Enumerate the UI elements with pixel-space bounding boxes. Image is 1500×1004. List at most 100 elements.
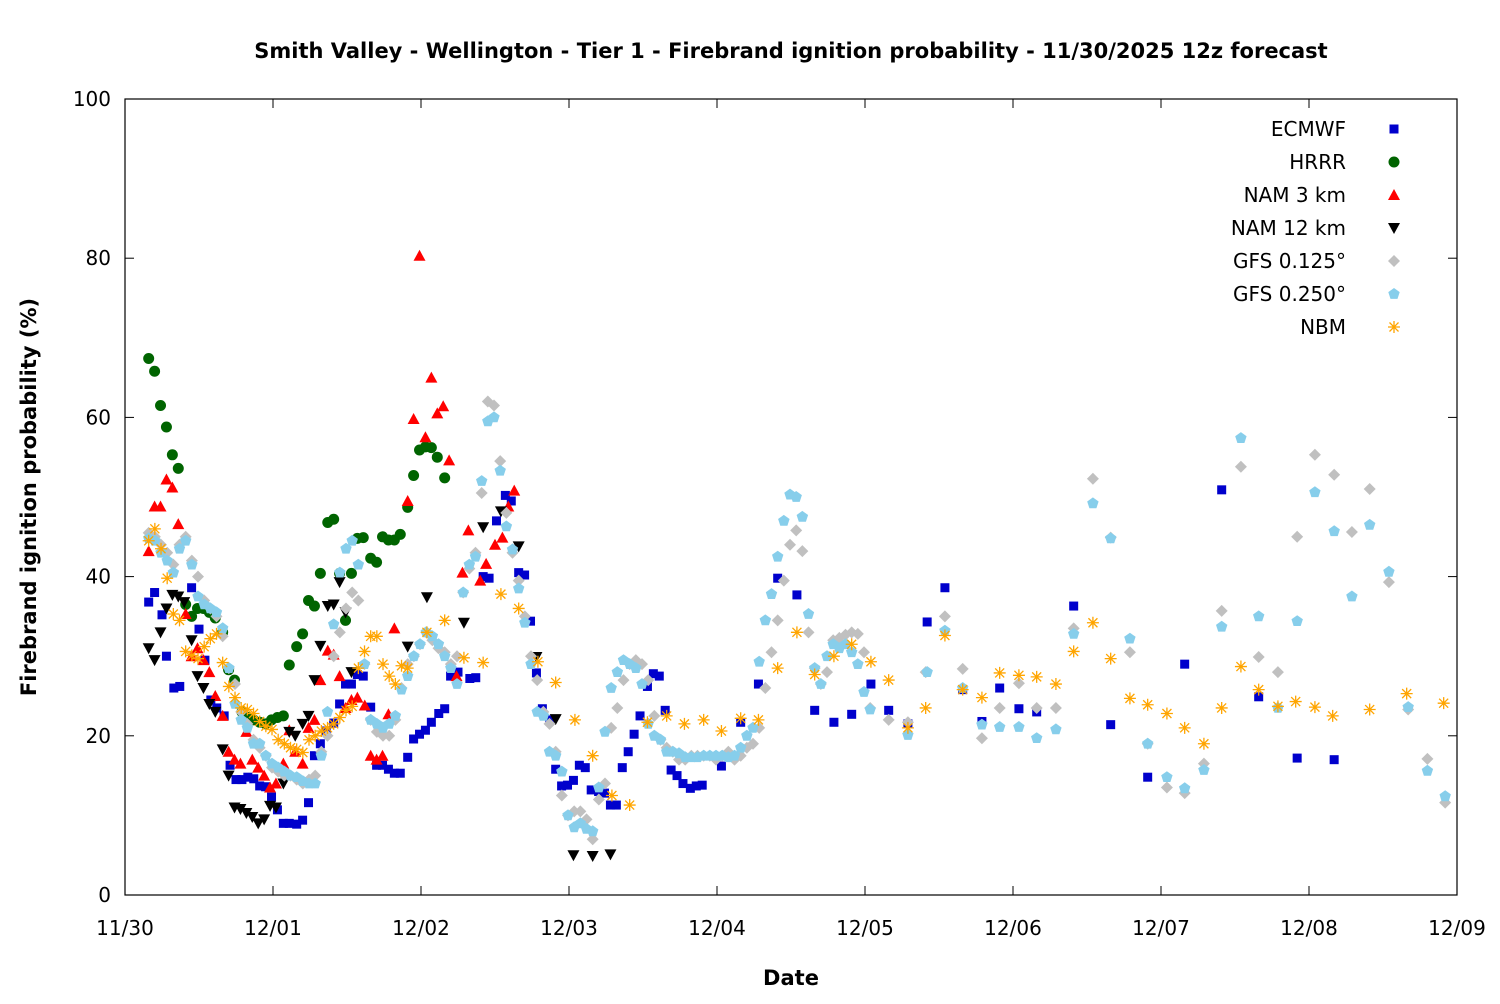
data-point (734, 712, 747, 725)
x-tick-label: 12/09 (1428, 916, 1486, 940)
data-point (1235, 432, 1247, 443)
data-point (882, 713, 895, 726)
data-point (298, 815, 308, 825)
data-point (143, 352, 155, 364)
data-point (292, 819, 302, 829)
x-tick-label: 12/04 (688, 916, 746, 940)
x-tick-label: 12/06 (984, 916, 1042, 940)
data-point (352, 670, 362, 680)
data-point (1014, 704, 1024, 714)
data-point (180, 534, 192, 546)
data-point (264, 781, 277, 793)
data-point (1253, 610, 1265, 622)
data-point (1086, 472, 1099, 485)
data-point (358, 645, 371, 658)
data-point (191, 671, 204, 683)
data-point (851, 627, 864, 640)
data-point (334, 566, 346, 578)
series-nam-3-km (142, 249, 521, 793)
data-point (630, 662, 642, 673)
data-point (636, 678, 648, 689)
data-point (617, 763, 627, 773)
data-point (289, 730, 302, 742)
data-point (759, 682, 772, 695)
data-point (1123, 646, 1136, 659)
data-point (209, 690, 222, 701)
data-point (148, 655, 161, 667)
data-point (777, 574, 790, 587)
data-point (439, 472, 451, 484)
data-point (185, 635, 198, 647)
data-point (235, 713, 247, 725)
data-point (408, 470, 420, 482)
data-point (402, 670, 414, 681)
data-point (465, 673, 475, 683)
data-point (358, 699, 371, 711)
data-point (243, 772, 253, 782)
data-point (1308, 701, 1321, 714)
data-point (439, 650, 451, 662)
data-point (1180, 659, 1190, 669)
data-point (203, 698, 216, 710)
data-point (735, 741, 747, 753)
data-point (1012, 669, 1025, 682)
data-point (494, 455, 507, 468)
data-point (253, 715, 266, 728)
data-point (222, 680, 235, 693)
data-point (1178, 721, 1191, 734)
data-point (846, 646, 858, 658)
data-point (1161, 771, 1173, 782)
data-point (666, 765, 676, 775)
data-point (773, 573, 783, 583)
data-point (443, 454, 456, 466)
data-point (716, 761, 726, 771)
data-point (605, 800, 615, 810)
data-point (157, 610, 167, 620)
data-point (370, 630, 383, 643)
data-point (407, 412, 420, 424)
data-point (1292, 753, 1302, 763)
data-point (488, 399, 501, 412)
data-point (790, 524, 803, 537)
data-point (186, 610, 198, 622)
data-point (1124, 632, 1136, 644)
data-point (901, 721, 914, 734)
legend-marker-square-icon (1389, 124, 1399, 134)
data-point (172, 591, 185, 603)
data-point (246, 811, 259, 823)
data-point (753, 655, 765, 667)
data-point (346, 679, 356, 689)
data-point (327, 599, 340, 611)
data-point (678, 779, 688, 789)
data-point (765, 588, 778, 599)
data-point (314, 674, 327, 686)
data-point (1012, 677, 1025, 690)
data-point (266, 723, 279, 736)
data-point (160, 421, 172, 433)
data-point (1346, 590, 1358, 602)
data-point (1087, 497, 1099, 509)
data-point (858, 646, 871, 659)
data-point (240, 808, 253, 820)
data-point (228, 753, 241, 765)
data-point (993, 701, 1006, 714)
data-point (506, 543, 519, 555)
data-point (815, 678, 827, 689)
data-point (1030, 701, 1043, 714)
data-point (549, 714, 562, 726)
data-point (450, 670, 463, 682)
data-point (186, 558, 198, 570)
data-point (309, 769, 322, 782)
legend-label: NBM (1300, 315, 1346, 339)
data-point (593, 781, 605, 793)
data-point (1198, 764, 1210, 775)
x-tick-label: 12/03 (540, 916, 598, 940)
data-point (864, 703, 876, 715)
data-point (672, 771, 682, 781)
data-point (1049, 701, 1062, 714)
data-point (1252, 650, 1265, 663)
data-point (551, 764, 561, 774)
x-tick-label: 12/02 (392, 916, 450, 940)
data-point (223, 662, 235, 673)
x-tick-label: 12/07 (1132, 916, 1190, 940)
